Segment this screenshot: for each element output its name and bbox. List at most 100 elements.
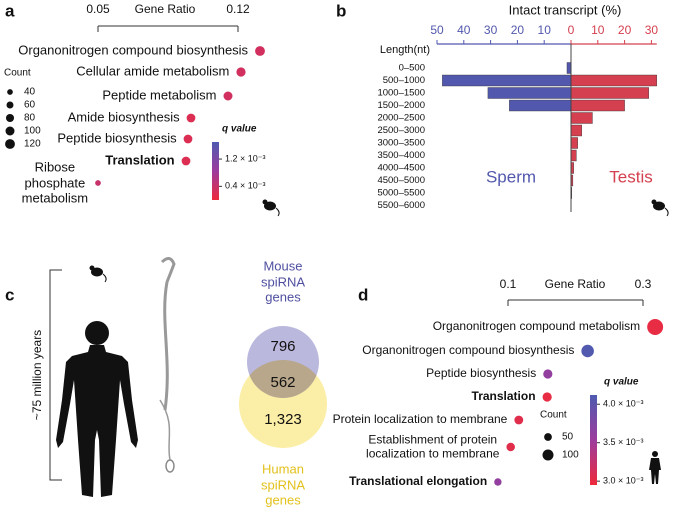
bar	[570, 74, 657, 87]
dot	[514, 415, 524, 425]
colorbar-tick-label: 1.2 × 10⁻³	[225, 153, 266, 163]
bar	[570, 112, 593, 124]
category-label: Peptide biosynthesis	[426, 366, 536, 380]
x-tick-label: 0.05	[86, 2, 110, 16]
x-tick-label: 20	[618, 23, 632, 37]
colorbar-tick-label: 3.0 × 10⁻³	[603, 476, 644, 486]
x-tick-label: 0.1	[500, 277, 517, 291]
x-tick-label: 10	[538, 23, 552, 37]
human-head	[85, 321, 109, 345]
bar	[566, 62, 572, 74]
bar	[570, 137, 578, 149]
size-legend-label: 80	[24, 113, 36, 124]
category-label: Organonitrogen compound metabolism	[433, 319, 640, 333]
category-label: Peptide biosynthesis	[57, 130, 177, 145]
venn-count: 562	[270, 374, 295, 391]
category-label: Protein localization to membrane	[333, 412, 508, 426]
venn-label: Human spiRNA genes	[260, 461, 306, 508]
dot	[186, 113, 196, 123]
category-label: Ribose phosphate metabolism	[21, 159, 89, 206]
category-label: 2000–2500	[377, 113, 425, 124]
venn-label: Mouse spiRNA genes	[260, 258, 306, 305]
venn-count: 1,323	[264, 411, 302, 428]
bar	[570, 149, 577, 162]
dot	[255, 46, 265, 56]
panel-letter: b	[336, 1, 346, 20]
size-legend-label: 100	[562, 450, 579, 461]
x-tick-label: 0.12	[226, 2, 250, 16]
dot	[494, 478, 502, 486]
mouse-icon	[89, 265, 107, 283]
venn-overlap	[247, 360, 319, 398]
dot	[95, 180, 101, 186]
x-tick-label: 30	[645, 23, 659, 37]
bar	[442, 74, 572, 87]
size-legend-label: 40	[24, 87, 36, 98]
mouse-sperm	[160, 257, 176, 411]
category-label: 500–1000	[383, 75, 425, 86]
panel-letter: a	[5, 1, 15, 20]
human-sperm-tail	[159, 399, 171, 461]
chart-title: Intact transcript (%)	[509, 2, 622, 17]
category-label: Organonitrogen compound biosynthesis	[362, 343, 574, 357]
size-legend-dot	[5, 126, 15, 136]
panel-letter: d	[358, 285, 368, 304]
size-legend-label: 100	[24, 126, 41, 137]
category-label: 3000–3500	[377, 138, 425, 149]
dot	[181, 156, 191, 166]
bar	[509, 99, 572, 112]
x-tick-label: 10	[591, 23, 605, 37]
legend-label: Sperm	[486, 167, 536, 186]
category-label: Translation	[472, 389, 536, 403]
venn-count: 796	[270, 338, 295, 355]
bar	[570, 124, 582, 137]
bar	[570, 99, 625, 112]
dot	[506, 442, 515, 452]
dot	[236, 67, 246, 77]
size-legend-dot	[544, 433, 552, 441]
x-tick-label: 40	[457, 23, 471, 37]
category-label: 5000–5500	[377, 188, 425, 199]
colorbar	[212, 142, 219, 200]
category-label: 3500–4000	[377, 150, 425, 161]
size-legend-label: 50	[562, 432, 574, 443]
x-axis-title: Gene Ratio	[135, 2, 196, 16]
y-axis-title: Length(nt)	[380, 44, 430, 56]
dot	[223, 91, 233, 101]
human-sperm-head	[165, 459, 175, 473]
time-label: ~75 million years	[30, 330, 44, 420]
x-tick-label: 0.3	[635, 277, 652, 291]
dot	[543, 369, 553, 379]
category-label: 1500–2000	[377, 100, 425, 111]
colorbar-title: q value	[604, 377, 639, 388]
size-legend-label: 120	[24, 139, 41, 150]
size-legend-dot	[542, 449, 554, 461]
bar	[487, 87, 572, 99]
colorbar	[590, 395, 597, 485]
x-tick-label: 20	[511, 23, 525, 37]
dot	[581, 344, 594, 358]
size-legend-dot	[5, 113, 15, 123]
legend-label: Testis	[609, 167, 652, 186]
size-legend-dot	[5, 139, 15, 149]
x-tick-label: 30	[484, 23, 498, 37]
category-label: Establishment of protein localization to…	[366, 432, 500, 461]
size-legend-label: 60	[24, 100, 36, 111]
category-label: 4500–5000	[377, 175, 425, 186]
category-label: Amide biosynthesis	[68, 109, 180, 124]
x-tick-label: 0	[568, 23, 575, 37]
mouse-icon	[262, 199, 280, 217]
mouse-icon	[651, 199, 669, 217]
colorbar-title: q value	[222, 124, 257, 135]
dot	[183, 134, 193, 144]
size-legend-title: Count	[4, 68, 31, 79]
size-legend-dot	[7, 89, 13, 95]
x-tick-label: 50	[430, 23, 444, 37]
category-label: 4000–4500	[377, 163, 425, 174]
size-legend-title: Count	[540, 410, 567, 421]
category-label: Peptide metabolism	[102, 87, 216, 102]
category-label: Organonitrogen compound biosynthesis	[18, 42, 248, 57]
category-label: Translational elongation	[349, 474, 487, 488]
